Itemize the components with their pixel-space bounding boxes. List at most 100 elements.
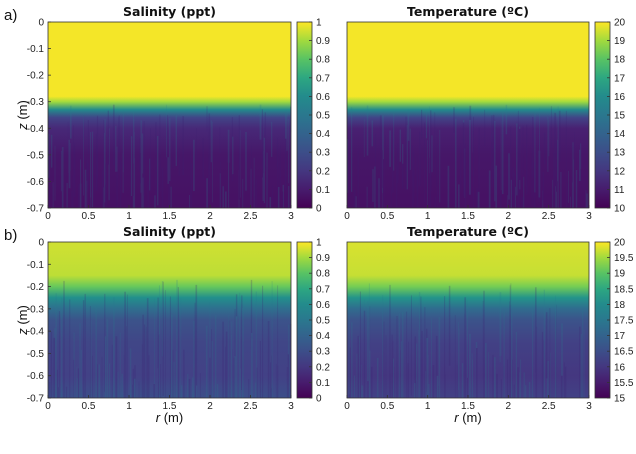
panel-label: a) [4,7,17,24]
x-tick-label: 1.5 [461,401,475,412]
heatmap-texture [49,279,292,398]
colorbar-tick-label: 0.9 [316,36,330,47]
colorbar-tick-label: 17 [614,73,626,84]
colorbar-tick-label: 19 [614,36,626,47]
colorbar-tick-label: 0.6 [316,300,330,311]
colorbar-tick-label: 17.5 [614,316,634,327]
heatmap-texture [47,104,292,208]
y-tick-label: -0.5 [27,150,45,161]
x-tick-label: 2 [207,211,213,222]
colorbar-tick-label: 20 [614,238,626,249]
x-tick-label: 2.5 [244,211,258,222]
y-axis-label: z (m) [15,305,30,336]
y-tick-label: 0 [38,238,44,249]
x-tick-label: 1.5 [163,211,177,222]
colorbar-tick-label: 1 [316,238,322,249]
x-tick-label: 2 [207,401,213,412]
panel-0: Salinity (ppt) a) 0 0.5 1 1.5 2 2.5 3 0 -0.1 -0.2 -0… [4,4,330,222]
colorbar-tick-label: 12 [614,166,626,177]
x-tick-label: 1 [126,401,132,412]
colorbar-tick-label: 19.5 [614,253,634,264]
colorbar-tick-label: 17 [614,331,626,342]
heatmap-texture [347,104,588,208]
panel-2: Salinity (ppt) b) 0 0.5 1 1.5 2 2.5 3 0 -0.1 -0.2 -0… [4,224,330,425]
x-tick-label: 3 [586,401,592,412]
plot-title: Salinity (ppt) [123,4,216,19]
colorbar-tick-label: 0.5 [316,316,330,327]
y-tick-label: -0.7 [27,394,45,405]
colorbar-tick-label: 16.5 [614,347,634,358]
colorbar-tick-label: 0.1 [316,378,330,389]
y-tick-label: -0.3 [27,304,45,315]
plot-title: Salinity (ppt) [123,224,216,239]
x-tick-label: 1 [425,211,431,222]
y-tick-label: -0.5 [27,349,45,360]
colorbar-tick-label: 15 [614,111,626,122]
colorbar-tick-label: 0.3 [316,347,330,358]
y-tick-label: -0.7 [27,204,45,215]
colorbar-tick-label: 0.8 [316,269,330,280]
colorbar-tick-label: 0.7 [316,73,330,84]
panel-1: Temperature (ºC) 0 0.5 1 1.5 2 2.5 3 10 11 12 13 14 1… [344,4,625,222]
y-tick-label: -0.3 [27,97,45,108]
colorbar-tick-label: 20 [614,18,626,29]
colorbar-tick-label: 11 [614,185,625,196]
x-tick-label: 0.5 [380,211,394,222]
colorbar-tick-label: 0 [316,204,322,215]
plot-title: Temperature (ºC) [407,224,529,239]
panel-3: Temperature (ºC) 0 0.5 1 1.5 2 2.5 3 r (m) 15 15.5… [344,224,634,425]
y-tick-label: -0.4 [27,124,45,135]
x-tick-label: 2.5 [542,211,556,222]
heatmap-texture [348,283,585,398]
x-tick-label: 1 [425,401,431,412]
x-tick-label: 0.5 [82,211,96,222]
colorbar-tick-label: 0.2 [316,166,330,177]
colorbar-tick-label: 0.2 [316,362,330,373]
x-tick-label: 3 [586,211,592,222]
colorbar-tick-label: 0.4 [316,129,330,140]
panel-label: b) [4,227,17,244]
heatmap-field [347,22,589,208]
colorbar-tick-label: 0.4 [316,331,330,342]
colorbar-tick-label: 0.9 [316,253,330,264]
x-tick-label: 2.5 [542,401,556,412]
colorbar-tick-label: 19 [614,269,626,280]
colorbar-tick-label: 18 [614,300,626,311]
x-tick-label: 1.5 [163,401,177,412]
colorbar-tick-label: 16 [614,362,626,373]
colorbar-tick-label: 16 [614,92,626,103]
colorbar-tick-label: 1 [316,18,322,29]
colorbar-tick-label: 15 [614,394,626,405]
y-tick-label: 0 [38,18,44,29]
x-tick-label: 0 [344,401,350,412]
x-tick-label: 2 [506,211,512,222]
colorbar-tick-label: 0.6 [316,92,330,103]
colorbar-tick-label: 0.8 [316,55,330,66]
x-tick-label: 2 [506,401,512,412]
colorbar-tick-label: 18.5 [614,284,634,295]
colorbar-tick-label: 0.7 [316,284,330,295]
y-tick-label: -0.1 [27,260,45,271]
x-tick-label: 2.5 [244,401,258,412]
x-tick-label: 3 [288,211,294,222]
colorbar-tick-label: 13 [614,148,626,159]
x-tick-label: 0 [45,211,51,222]
y-tick-label: -0.2 [27,282,45,293]
colorbar-tick-label: 0 [316,394,322,405]
x-tick-label: 1.5 [461,211,475,222]
y-tick-label: -0.6 [27,371,45,382]
heatmap-field [48,22,291,208]
colorbar-tick-label: 0.1 [316,185,330,196]
colorbar-tick-label: 0.3 [316,148,330,159]
x-axis-label: r (m) [156,410,183,425]
y-tick-label: -0.1 [27,44,45,55]
colorbar-tick-label: 10 [614,204,626,215]
plot-title: Temperature (ºC) [407,4,529,19]
colorbar-tick-label: 18 [614,55,626,66]
colorbar-tick-label: 15.5 [614,378,634,389]
colorbar-tick-label: 14 [614,129,626,140]
x-tick-label: 0.5 [82,401,96,412]
x-tick-label: 3 [288,401,294,412]
heatmap-field [347,242,589,398]
y-tick-label: -0.6 [27,177,45,188]
